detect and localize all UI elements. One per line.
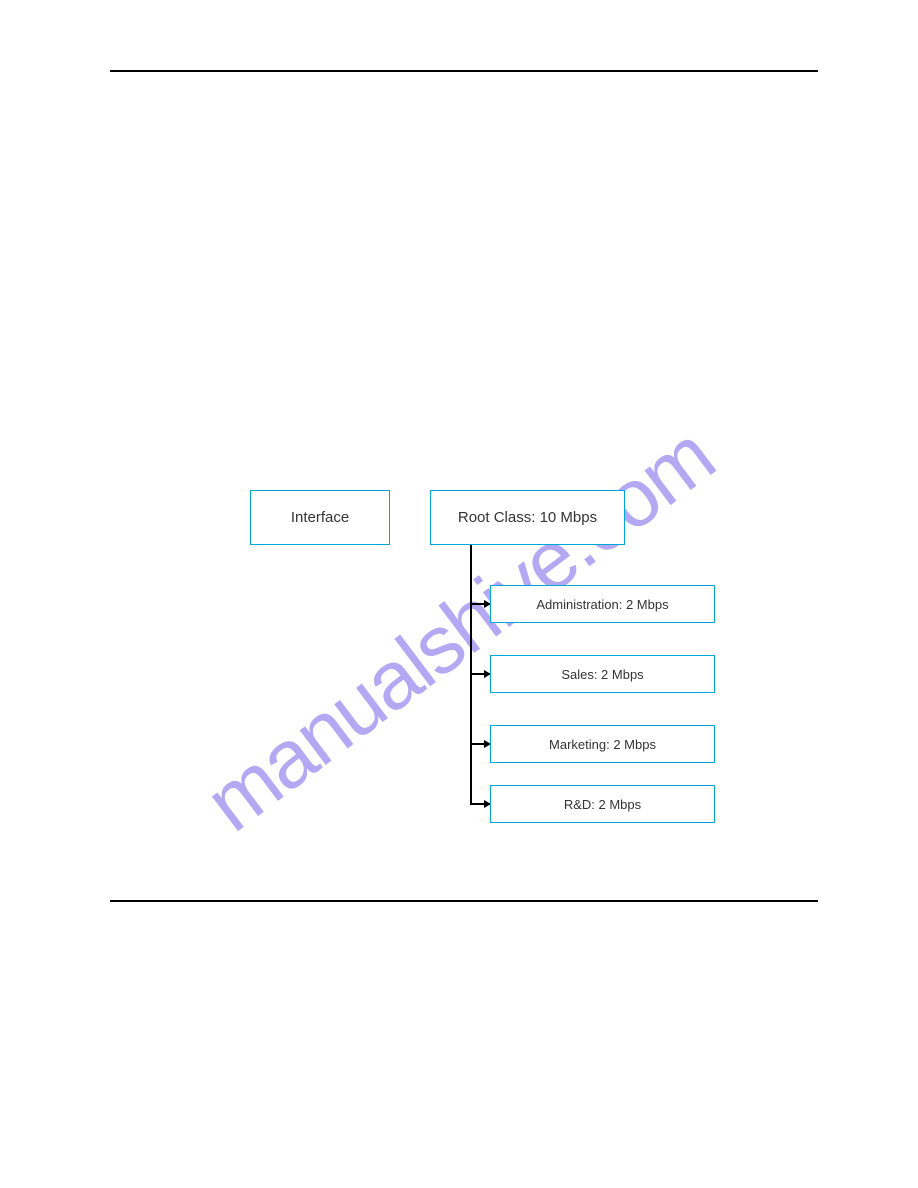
root-class-label: Root Class: 10 Mbps (458, 509, 597, 526)
root-class-node: Root Class: 10 Mbps (430, 490, 625, 545)
child-node-sales: Sales: 2 Mbps (490, 655, 715, 693)
child-node-rd: R&D: 2 Mbps (490, 785, 715, 823)
interface-label: Interface (291, 509, 349, 526)
interface-node: Interface (250, 490, 390, 545)
bandwidth-hierarchy-diagram: Interface Root Class: 10 Mbps Administra… (250, 490, 800, 850)
child-label: Sales: 2 Mbps (561, 667, 643, 682)
child-label: R&D: 2 Mbps (564, 797, 641, 812)
child-label: Marketing: 2 Mbps (549, 737, 656, 752)
child-node-administration: Administration: 2 Mbps (490, 585, 715, 623)
page-border-bottom (110, 900, 818, 902)
child-label: Administration: 2 Mbps (536, 597, 668, 612)
child-node-marketing: Marketing: 2 Mbps (490, 725, 715, 763)
page-border-top (110, 70, 818, 72)
connector-vertical-line (470, 545, 472, 804)
